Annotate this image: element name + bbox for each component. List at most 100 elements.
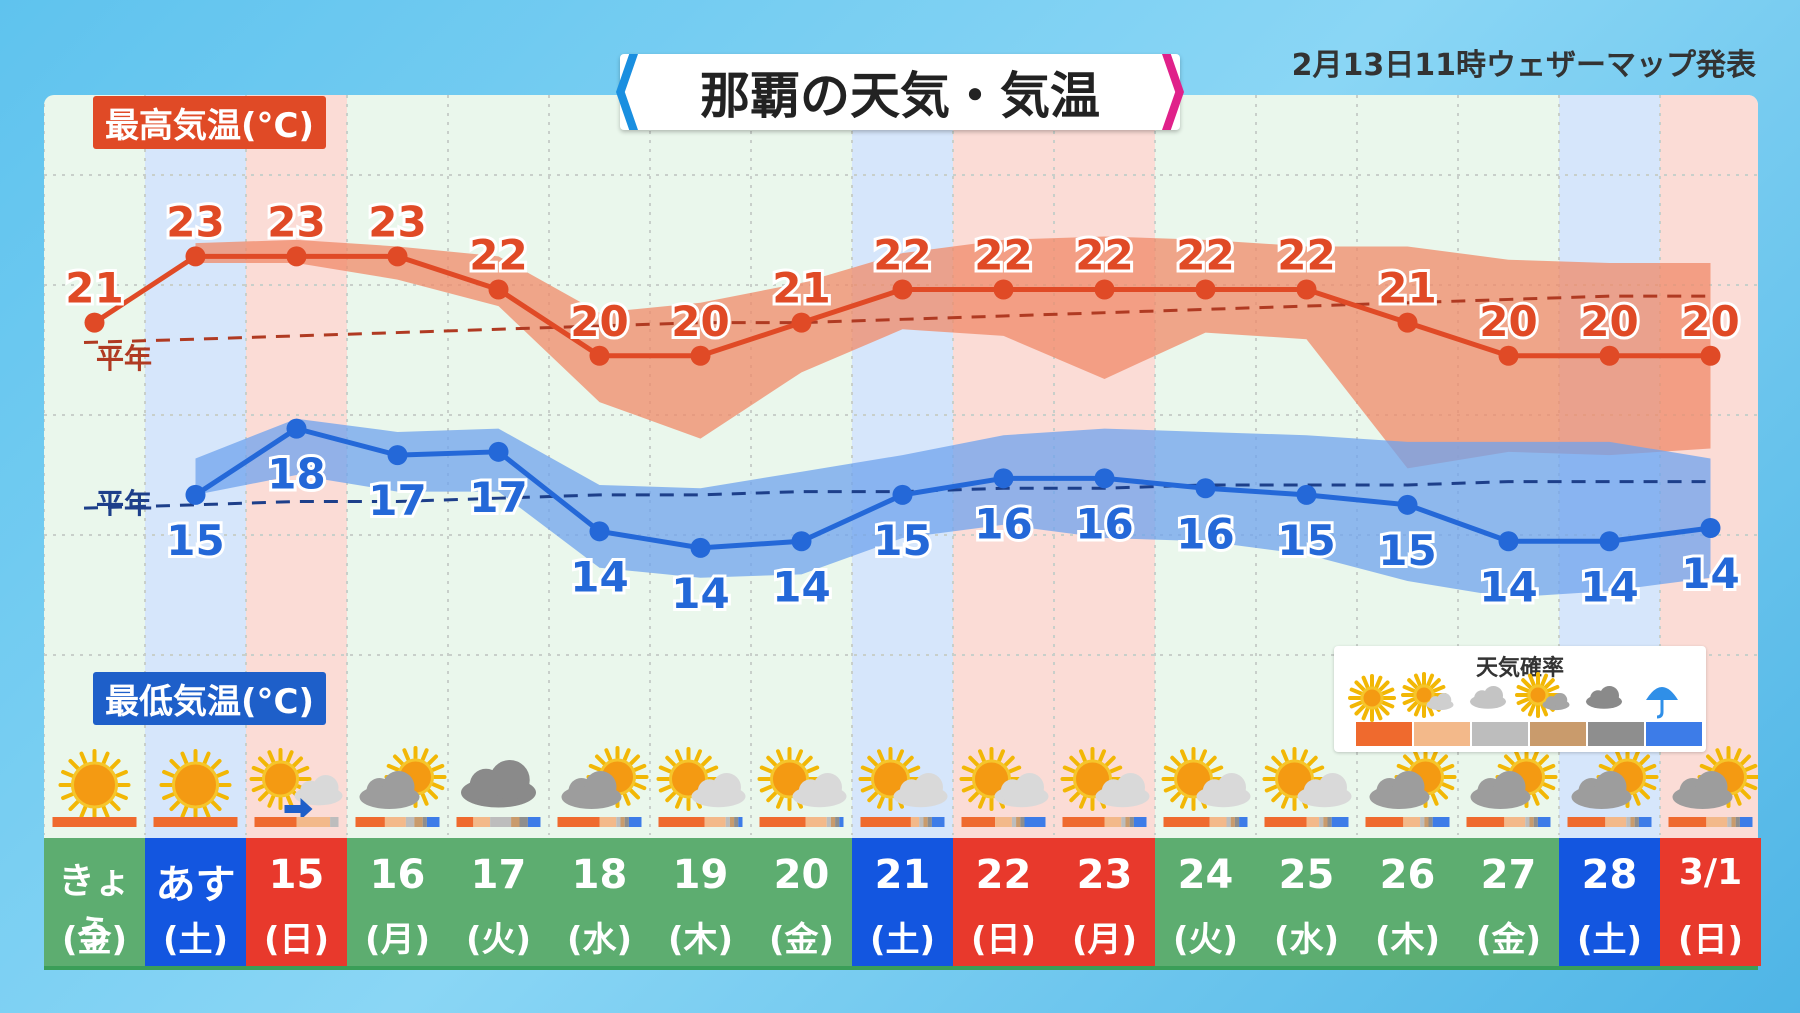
sun-ray — [801, 755, 813, 767]
sun-ray — [658, 765, 673, 774]
sun-ray — [1436, 788, 1449, 800]
low-temp-point — [993, 468, 1014, 489]
sun-ray — [1180, 795, 1188, 809]
probability-bar-seg — [1533, 817, 1538, 827]
sun-ray — [1521, 678, 1533, 690]
low-temp-label: 16 — [1176, 509, 1234, 558]
title-banner: 那覇の天気・気温 — [616, 54, 1184, 130]
low-temp-label: 16 — [974, 499, 1032, 548]
sun-ray — [675, 795, 683, 809]
sun-ray — [1739, 788, 1752, 800]
day-cell: 27 (金) — [1458, 838, 1560, 966]
sun-ray — [759, 765, 774, 774]
low-temp-label: 17 — [469, 473, 527, 522]
day-weekday: (土) — [162, 920, 229, 960]
sun-disc — [1527, 684, 1549, 706]
low-temp-point — [892, 484, 913, 505]
probability-bar-seg — [557, 817, 600, 827]
sun-ray — [906, 765, 921, 774]
probability-bar-seg — [1125, 817, 1130, 827]
issued-time: 2月13日11時ウェザーマップ発表 — [1291, 48, 1756, 83]
probability-bar-seg — [620, 817, 625, 827]
sun-ray — [604, 748, 613, 762]
sun-ray — [61, 792, 75, 801]
day-cell: 19 (木) — [650, 838, 752, 966]
probability-bar-seg — [805, 817, 827, 827]
probability-bar-seg — [1727, 817, 1732, 827]
cloud-sun-icon — [1571, 746, 1659, 809]
umbrella-handle — [1656, 700, 1664, 719]
sun-ray — [180, 751, 189, 765]
low-temp-point — [488, 441, 509, 462]
low-temp-label: 17 — [368, 476, 426, 525]
sun-ray — [1638, 788, 1651, 800]
sun-ray — [109, 799, 121, 812]
sun-ray — [1643, 782, 1657, 791]
probability-bar-seg — [473, 817, 491, 827]
normal-high-label: 平年 — [96, 342, 152, 375]
cloud-part — [1392, 771, 1425, 803]
sun-ray — [1349, 700, 1363, 709]
probability-bar-seg — [599, 817, 617, 827]
day-weekday: (土) — [869, 920, 936, 960]
cloud-sun-icon — [561, 746, 649, 809]
high-temp-point — [791, 312, 812, 333]
cloud-part — [1483, 686, 1503, 706]
sun-ray — [79, 751, 88, 765]
low-temp-label: 最低気温(°C) — [93, 672, 327, 725]
probability-bar-seg — [734, 817, 739, 827]
day-cell: 22 (日) — [953, 838, 1054, 966]
low-temp-label: 14 — [1479, 562, 1537, 611]
sun-ray — [1079, 749, 1087, 763]
sun-ray — [978, 749, 986, 763]
probability-bar-seg — [923, 817, 928, 827]
sun-ray — [1733, 792, 1742, 806]
day-date: 17 — [470, 852, 527, 898]
sun-ray — [386, 763, 400, 772]
low-temp-label: 14 — [772, 562, 830, 611]
low-temp-point — [690, 537, 711, 558]
sun-ray — [210, 758, 222, 771]
sun-disc — [172, 761, 219, 809]
probability-bar-seg — [490, 817, 512, 827]
probability-bar-seg — [738, 817, 743, 827]
sun-ray — [251, 765, 265, 774]
low-temp-label: 14 — [671, 569, 729, 618]
probability-bar-seg — [1226, 817, 1231, 827]
high-temp-point — [1498, 345, 1519, 366]
sun-ray — [1436, 754, 1449, 766]
high-temp-label: 22 — [1176, 231, 1234, 280]
sun-ray — [431, 763, 445, 772]
probability-bar-seg — [839, 817, 844, 827]
sun-ray — [1199, 749, 1207, 763]
probability-bar-seg — [519, 817, 528, 827]
sun-ray — [1381, 687, 1395, 696]
probability-bar-seg — [729, 817, 735, 827]
low-temp-point — [1700, 518, 1721, 538]
probability-bar-seg — [1630, 817, 1635, 827]
probability-bar-seg — [1062, 817, 1105, 827]
probability-bar-seg — [254, 817, 297, 827]
day-date: 26 — [1379, 852, 1436, 898]
high-temp-label: 23 — [267, 197, 325, 246]
probability-bar-seg — [1735, 817, 1740, 827]
sun-ray — [1007, 765, 1022, 774]
sun-ray — [1432, 684, 1446, 693]
sun-ray — [210, 799, 222, 812]
probability-bar-seg — [296, 817, 331, 827]
high-temp-point — [286, 246, 307, 267]
low-temp-point — [1195, 478, 1216, 499]
sun-ray — [633, 782, 647, 791]
probability-bar-seg — [1016, 817, 1021, 827]
sun-ray — [588, 763, 602, 772]
sun-disc — [1413, 684, 1435, 706]
probability-bar-seg — [1626, 817, 1631, 827]
sun-ray — [1441, 782, 1455, 791]
probability-bar-seg — [1306, 817, 1320, 827]
sun-ray — [291, 756, 304, 768]
day-strip: きょう (金) あす (土) 15 (日) 16 (月) 17 (火) 18 (水) 19 (木) 20 (金… — [44, 838, 1761, 966]
low-temp-range-band — [195, 418, 1711, 598]
cloud-part — [1116, 773, 1145, 802]
day-cell: 3/1 (日) — [1660, 838, 1761, 966]
